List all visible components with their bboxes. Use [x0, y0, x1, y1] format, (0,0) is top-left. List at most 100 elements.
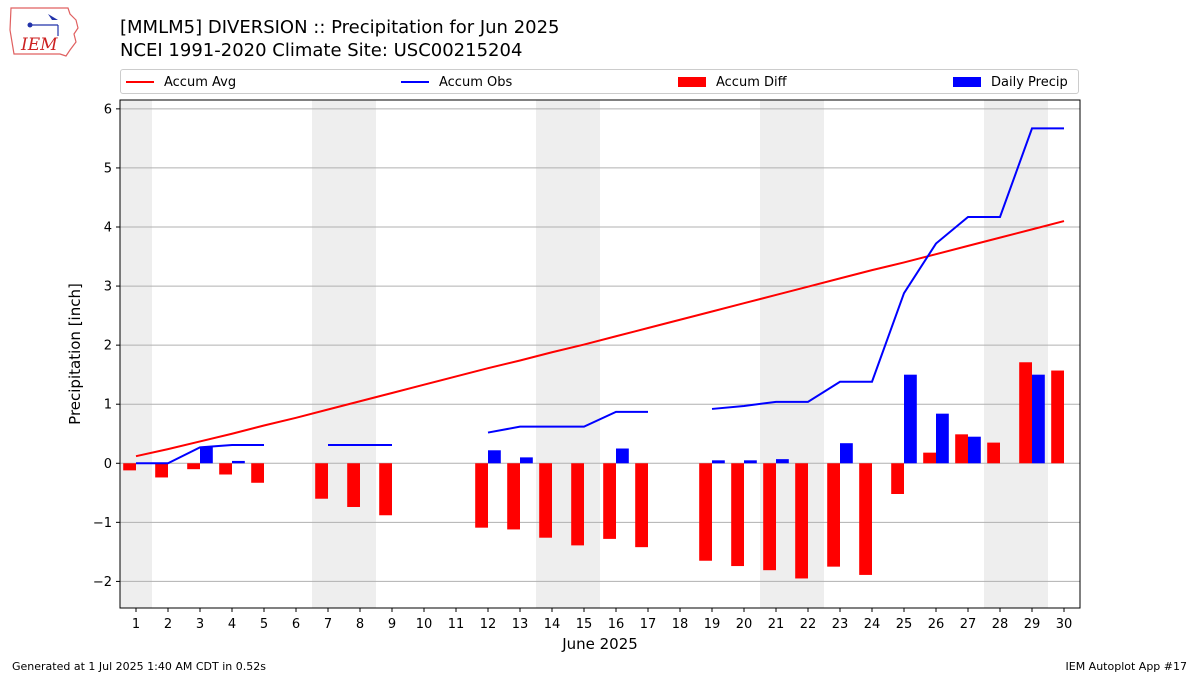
x-tick-label: 26	[928, 617, 945, 632]
plot-frame	[119, 99, 1081, 609]
daily-precip-bar	[1032, 374, 1045, 464]
x-tick-label: 24	[864, 617, 881, 632]
daily-precip-bar	[232, 460, 245, 464]
y-tick-label: 0	[104, 457, 112, 472]
y-tick-label: 2	[104, 339, 112, 354]
accum-diff-bar	[219, 463, 232, 475]
accum-diff-bar	[923, 452, 936, 464]
accum-diff-bar	[1051, 370, 1064, 464]
accum-obs-line	[487, 410, 648, 434]
daily-precip-bar	[776, 459, 789, 464]
weekend-band	[312, 100, 376, 608]
accum-diff-bar	[891, 463, 904, 494]
legend-item-accum-avg: Accum Avg	[126, 74, 236, 90]
accum-diff-bar	[603, 463, 616, 539]
y-tick-label: 5	[104, 161, 112, 176]
accum-diff-bar	[315, 463, 328, 499]
legend-label-daily-precip: Daily Precip	[991, 74, 1068, 90]
daily-precip-bar	[488, 450, 501, 464]
accum-diff-bar	[475, 463, 488, 528]
x-tick-label: 11	[448, 617, 465, 632]
legend-item-accum-diff: Accum Diff	[678, 74, 787, 90]
legend-item-daily-precip: Daily Precip	[953, 74, 1068, 90]
x-tick-label: 14	[544, 617, 561, 632]
y-tick-label: 3	[104, 280, 112, 295]
accum-diff-bar	[155, 463, 168, 478]
chart-subtitle: NCEI 1991-2020 Climate Site: USC00215204	[120, 40, 523, 61]
accum-diff-bar	[859, 463, 872, 575]
accum-diff-bar	[1019, 362, 1032, 464]
x-tick-label: 7	[324, 617, 332, 632]
accum-diff-bar	[955, 434, 968, 464]
accum-diff-bar	[987, 442, 1000, 464]
accum-diff-bar	[123, 463, 136, 471]
logo-text: IEM	[20, 35, 58, 55]
accum-diff-bar	[539, 463, 552, 538]
x-tick-label: 18	[672, 617, 689, 632]
accum-obs-line	[711, 127, 1064, 410]
daily-precip-bar	[520, 457, 533, 464]
x-tick-label: 5	[260, 617, 268, 632]
x-tick-label: 4	[228, 617, 236, 632]
accum-diff-bar	[795, 463, 808, 579]
daily-precip-bar	[936, 413, 949, 464]
legend-label-accum-avg: Accum Avg	[164, 74, 237, 90]
accum-diff-bar	[251, 463, 264, 483]
y-tick-label: 4	[104, 221, 112, 236]
x-tick-label: 29	[1024, 617, 1041, 632]
accum-diff-bar	[187, 463, 200, 470]
daily-precip-bar	[712, 460, 725, 464]
x-tick-label: 1	[132, 617, 140, 632]
chart-legend: Accum Avg Accum Obs Accum Diff Daily Pre…	[120, 69, 1079, 94]
x-tick-label: 15	[576, 617, 593, 632]
x-tick-label: 21	[768, 617, 785, 632]
legend-swatch-accum-diff	[678, 77, 706, 87]
daily-precip-bar	[200, 447, 213, 464]
x-tick-label: 6	[292, 617, 300, 632]
legend-item-accum-obs: Accum Obs	[401, 74, 512, 90]
daily-precip-bar	[744, 460, 757, 464]
weekend-band	[120, 100, 152, 608]
x-tick-label: 8	[356, 617, 364, 632]
x-tick-label: 28	[992, 617, 1009, 632]
x-tick-label: 23	[832, 617, 849, 632]
x-tick-label: 3	[196, 617, 204, 632]
x-tick-label: 20	[736, 617, 753, 632]
accum-obs-line	[136, 443, 264, 465]
accum-diff-bar	[379, 463, 392, 516]
accum-diff-bar	[635, 463, 648, 548]
iem-logo: IEM	[8, 6, 80, 60]
x-tick-label: 10	[416, 617, 433, 632]
accum-diff-bar	[731, 463, 744, 567]
x-tick-label: 27	[960, 617, 977, 632]
legend-label-accum-obs: Accum Obs	[439, 74, 513, 90]
x-tick-label: 9	[388, 617, 396, 632]
iem-logo-graphic: IEM	[9, 7, 79, 57]
legend-swatch-daily-precip	[953, 77, 981, 87]
x-tick-label: 25	[896, 617, 913, 632]
x-tick-label: 17	[640, 617, 657, 632]
x-tick-label: 16	[608, 617, 625, 632]
accum-diff-bar	[347, 463, 360, 507]
x-tick-label: 13	[512, 617, 529, 632]
daily-precip-bar	[840, 443, 853, 464]
x-tick-label: 30	[1056, 617, 1073, 632]
footer-app: IEM Autoplot App #17	[1065, 660, 1188, 673]
daily-precip-bar	[616, 448, 629, 464]
daily-precip-bar	[968, 436, 981, 464]
x-tick-label: 12	[480, 617, 497, 632]
y-tick-label: −2	[93, 575, 112, 590]
y-tick-label: 6	[104, 102, 112, 117]
y-axis-label: Precipitation [inch]	[66, 283, 84, 425]
legend-label-accum-diff: Accum Diff	[716, 74, 787, 90]
x-tick-label: 19	[704, 617, 721, 632]
x-axis-label: June 2025	[561, 635, 638, 653]
accum-avg-line	[135, 220, 1065, 458]
accum-diff-bar	[827, 463, 840, 567]
accum-diff-bar	[507, 463, 520, 530]
x-tick-label: 2	[164, 617, 172, 632]
daily-precip-bar	[904, 374, 917, 464]
y-tick-label: 1	[104, 398, 112, 413]
footer-generated: Generated at 1 Jul 2025 1:40 AM CDT in 0…	[12, 660, 266, 673]
